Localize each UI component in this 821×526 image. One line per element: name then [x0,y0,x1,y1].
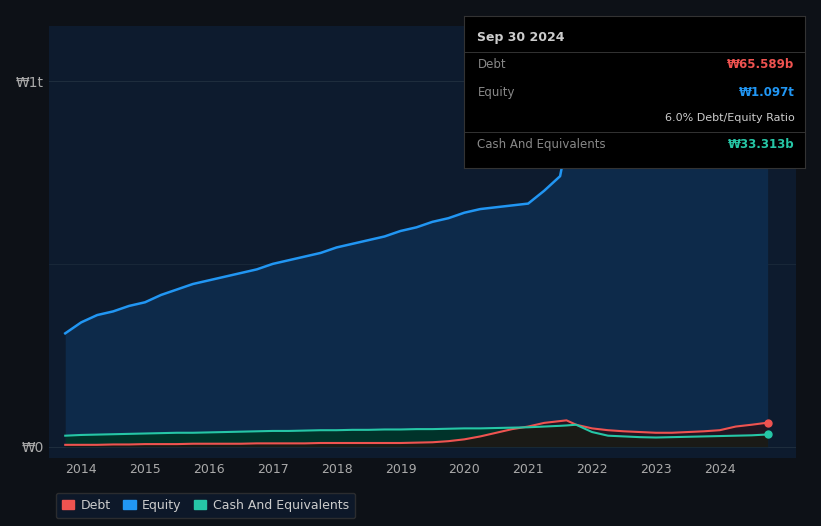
Text: ₩65.589b: ₩65.589b [727,58,795,72]
Text: Cash And Equivalents: Cash And Equivalents [478,138,606,151]
Text: 6.0% Debt/Equity Ratio: 6.0% Debt/Equity Ratio [665,114,795,124]
Legend: Debt, Equity, Cash And Equivalents: Debt, Equity, Cash And Equivalents [56,493,355,518]
Text: Debt: Debt [478,58,506,72]
Text: Sep 30 2024: Sep 30 2024 [478,31,565,44]
Text: ₩1.097t: ₩1.097t [738,86,795,99]
Text: Equity: Equity [478,86,515,99]
Text: ₩33.313b: ₩33.313b [727,138,795,151]
